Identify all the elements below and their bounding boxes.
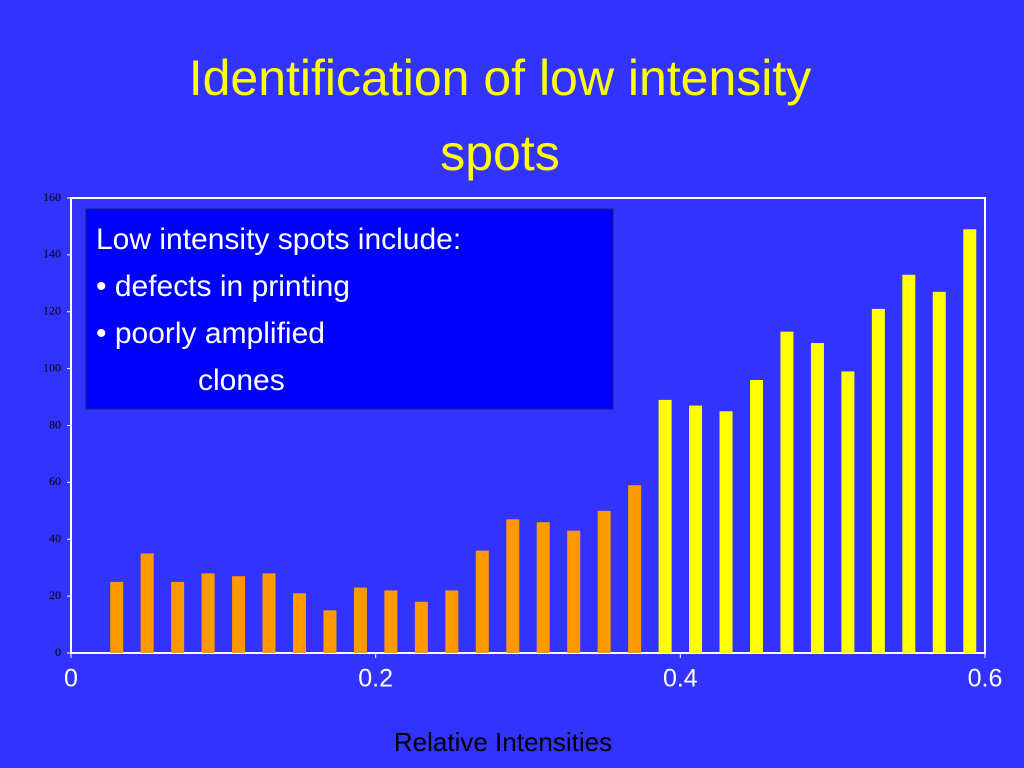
y-tick-label: 40 xyxy=(49,531,61,545)
y-tick-label: 20 xyxy=(49,588,61,602)
bar xyxy=(140,553,154,653)
bar xyxy=(414,601,428,653)
bar xyxy=(719,411,733,653)
x-axis-label: Relative Intensities xyxy=(394,727,612,757)
bar xyxy=(475,550,489,653)
y-tick-label: 60 xyxy=(49,474,61,488)
annotation-line: Low intensity spots include: xyxy=(96,223,461,256)
bar xyxy=(597,510,611,653)
annotation-line: • defects in printing xyxy=(96,270,350,303)
bar xyxy=(536,522,550,653)
bar xyxy=(201,573,215,653)
annotation-line: clones xyxy=(198,364,285,397)
x-tick-label: 0.6 xyxy=(968,665,1003,693)
bar xyxy=(384,590,398,653)
bar xyxy=(963,229,977,653)
y-tick-label: 100 xyxy=(43,360,61,374)
x-tick-label: 0 xyxy=(64,665,78,693)
bar xyxy=(445,590,459,653)
bar xyxy=(506,519,520,653)
y-tick-label: 160 xyxy=(43,190,61,204)
bar xyxy=(841,371,855,653)
bar xyxy=(293,593,306,653)
bar xyxy=(353,587,367,653)
chart-title: spots xyxy=(440,125,560,181)
bar xyxy=(932,291,946,653)
bar xyxy=(780,331,794,653)
bar xyxy=(810,343,824,653)
y-tick-label: 120 xyxy=(43,304,61,318)
bar xyxy=(658,399,672,653)
bar xyxy=(323,610,337,653)
bar xyxy=(750,380,763,653)
annotation-box xyxy=(85,208,614,410)
annotation-line: • poorly amplified xyxy=(96,317,325,350)
bar xyxy=(110,581,124,653)
bar xyxy=(262,573,276,653)
bar xyxy=(232,576,246,653)
chart-title: Identification of low intensity xyxy=(189,50,812,106)
bar xyxy=(689,405,703,653)
bar xyxy=(567,530,581,653)
bars xyxy=(110,229,977,653)
bar xyxy=(628,485,642,653)
x-tick-label: 0.4 xyxy=(663,665,698,693)
bar xyxy=(902,274,916,653)
x-tick-label: 0.2 xyxy=(358,665,393,693)
y-tick-label: 0 xyxy=(55,645,61,659)
y-tick-label: 140 xyxy=(43,247,61,261)
bar xyxy=(871,308,885,653)
bar xyxy=(171,581,185,653)
y-tick-label: 80 xyxy=(49,417,61,431)
